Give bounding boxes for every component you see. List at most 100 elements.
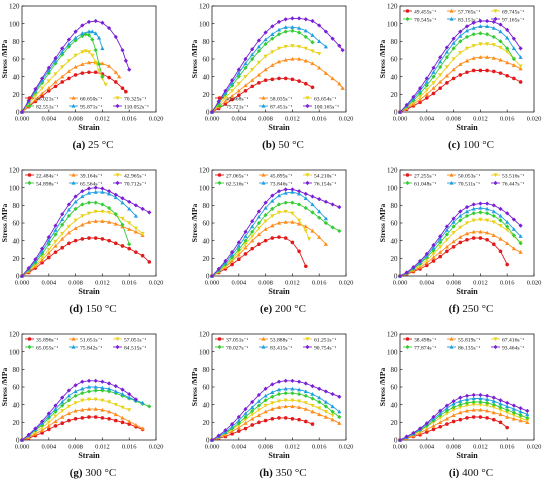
data-point [498, 45, 503, 50]
data-point [256, 220, 261, 226]
y-tick-label: 20 [13, 91, 21, 99]
data-point [80, 50, 85, 55]
data-point [33, 257, 38, 262]
data-point [431, 427, 436, 432]
data-point [431, 252, 436, 257]
data-point [283, 76, 288, 81]
data-point [120, 200, 125, 205]
x-tick-label: 0.004 [41, 280, 56, 287]
data-point [66, 59, 71, 63]
data-point [511, 406, 516, 411]
data-point [40, 86, 45, 91]
legend-entry: 84.515s⁻¹ [124, 345, 147, 351]
legend-entry: 97.165s⁻¹ [502, 17, 525, 23]
legend-entry: 76.154s⁻¹ [314, 181, 337, 187]
data-point [93, 48, 98, 53]
data-point [127, 246, 131, 251]
data-point [290, 189, 295, 194]
data-point [270, 32, 275, 36]
data-point [478, 415, 483, 419]
data-point [310, 391, 315, 396]
data-point [404, 102, 409, 108]
data-point [340, 86, 345, 90]
series-line [211, 417, 313, 441]
y-tick-label: 80 [391, 366, 399, 374]
data-point [471, 407, 476, 412]
data-point [40, 260, 44, 265]
data-point [93, 200, 98, 205]
data-point [451, 41, 456, 45]
data-point [310, 61, 315, 66]
data-point [100, 186, 105, 191]
legend-marker [493, 337, 498, 342]
data-point [60, 222, 65, 227]
data-point [270, 24, 275, 29]
data-point [458, 225, 463, 230]
data-point [330, 404, 335, 409]
data-point [491, 410, 496, 415]
data-point [93, 378, 98, 383]
legend-marker [261, 180, 266, 185]
data-point [73, 389, 78, 394]
data-point [444, 416, 449, 421]
data-point [60, 49, 65, 54]
chart-panel-6: 0 20 40 60 80 100 120 0.000 0.004 0.008 0.012 0.016… [378, 167, 541, 315]
legend-marker [261, 172, 266, 177]
legend-entry: 58.035s⁻¹ [270, 96, 293, 102]
data-point [93, 236, 98, 240]
x-axis-label: Strain [78, 287, 100, 296]
data-point [337, 81, 342, 86]
data-point [478, 229, 483, 234]
x-tick-label: 0.020 [339, 280, 354, 287]
y-tick-label: 40 [203, 401, 211, 409]
data-point [73, 393, 78, 398]
data-point [133, 226, 138, 231]
data-point [127, 395, 132, 400]
legend-marker [217, 96, 222, 100]
data-point [505, 211, 510, 216]
data-point [471, 396, 476, 401]
panel-caption: (b) 50 °C [262, 139, 304, 151]
data-point [256, 392, 261, 398]
data-point [337, 43, 342, 48]
data-point [80, 386, 85, 391]
legend-entry: 67.416s⁻¹ [502, 337, 525, 343]
data-point [498, 405, 503, 410]
data-point [270, 77, 275, 82]
data-point [424, 427, 429, 432]
data-point [511, 403, 516, 408]
data-point [505, 27, 510, 32]
data-point [511, 217, 516, 222]
data-point [471, 202, 476, 207]
data-point [243, 411, 248, 416]
data-point [276, 46, 282, 51]
data-point [330, 417, 335, 422]
data-point [100, 379, 105, 384]
data-point [87, 236, 91, 240]
data-point [505, 35, 510, 40]
legend-entry: 83.415s⁻¹ [270, 345, 293, 351]
data-point [53, 403, 58, 408]
data-point [283, 398, 288, 403]
data-point [518, 409, 523, 414]
data-point [418, 100, 422, 105]
data-point [444, 406, 449, 410]
y-tick-label: 40 [391, 401, 399, 409]
data-point [230, 432, 234, 436]
panel-caption: (h) 350 °C [259, 467, 306, 479]
data-point [93, 415, 98, 419]
data-point [66, 202, 71, 207]
data-point [464, 397, 470, 402]
data-point [256, 48, 261, 54]
data-point [323, 242, 328, 246]
data-point [236, 252, 241, 257]
y-tick-label: 0 [206, 109, 210, 117]
y-tick-label: 120 [9, 331, 20, 339]
data-point [270, 382, 275, 387]
y-tick-label: 80 [13, 38, 21, 46]
data-point [209, 273, 215, 279]
data-point [458, 410, 463, 415]
data-point [424, 251, 429, 257]
x-axis-label: Strain [78, 123, 100, 132]
data-point [40, 91, 45, 96]
